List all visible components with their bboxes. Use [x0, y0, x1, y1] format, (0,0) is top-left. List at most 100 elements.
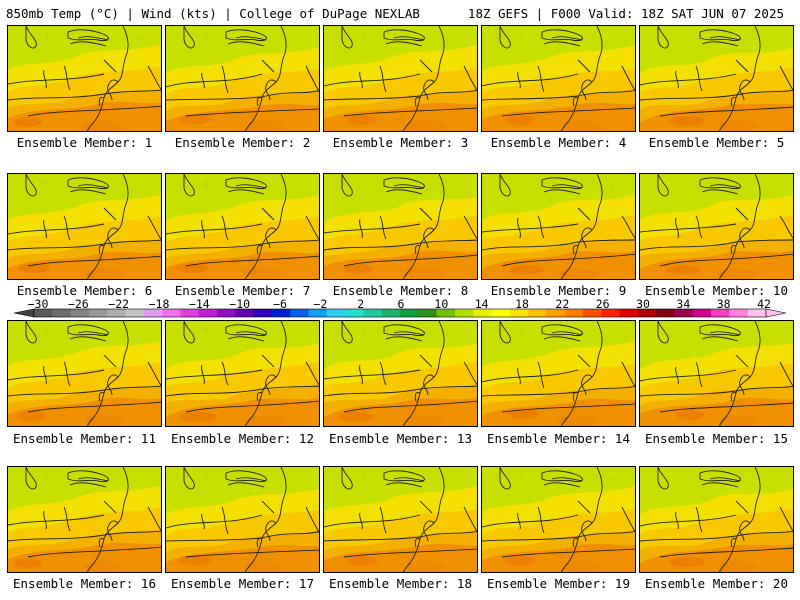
colorbar-swatch — [528, 309, 547, 317]
colorbar-swatch — [637, 309, 657, 317]
colorbar-swatch — [88, 309, 108, 317]
colorbar-swatch — [674, 309, 694, 317]
ensemble-map-panel — [481, 320, 636, 427]
ensemble-map-panel — [639, 320, 794, 427]
colorbar-swatch — [564, 309, 584, 317]
ensemble-map-panel — [7, 320, 162, 427]
colorbar-swatch — [34, 309, 53, 317]
colorbar-tick-label: 22 — [555, 297, 570, 311]
colorbar-tick-label: 14 — [474, 297, 489, 311]
colorbar-swatch — [253, 309, 273, 317]
colorbar-tick-label: 18 — [515, 297, 529, 311]
colorbar-tick-label: −22 — [108, 297, 130, 311]
ensemble-member-label: Ensemble Member: 3 — [332, 135, 469, 150]
ensemble-map-panel — [7, 173, 162, 280]
valid-time-title: 18Z GEFS | F000 Valid: 18Z SAT JUN 07 20… — [467, 6, 784, 21]
colorbar-swatch — [217, 309, 236, 317]
ensemble-member-label: Ensemble Member: 9 — [490, 283, 627, 298]
ensemble-map-panel — [639, 173, 794, 280]
colorbar-tick-label: 42 — [757, 297, 771, 311]
colorbar-swatch — [52, 309, 71, 317]
colorbar-swatch — [381, 309, 401, 317]
ensemble-member-label: Ensemble Member: 11 — [13, 431, 156, 446]
ensemble-map-panel — [481, 466, 636, 573]
colorbar-swatch — [125, 309, 145, 317]
ensemble-member-label: Ensemble Member: 19 — [487, 576, 630, 591]
colorbar-swatch — [747, 309, 767, 317]
ensemble-map-panel — [639, 466, 794, 573]
ensemble-member-label: Ensemble Member: 15 — [645, 431, 788, 446]
ensemble-map-panel — [323, 173, 478, 280]
colorbar-tick-label: −26 — [67, 297, 89, 311]
ensemble-member-label: Ensemble Member: 1 — [16, 135, 153, 150]
colorbar-tick-label: 26 — [595, 297, 610, 311]
colorbar-swatch — [454, 309, 474, 317]
colorbar-tick-label: 38 — [716, 297, 731, 311]
ensemble-member-label: Ensemble Member: 18 — [329, 576, 472, 591]
colorbar-swatch — [271, 309, 291, 317]
ensemble-member-label: Ensemble Member: 14 — [487, 431, 630, 446]
colorbar-swatch — [107, 309, 126, 317]
colorbar-swatch — [70, 309, 90, 317]
colorbar-swatch — [583, 309, 602, 317]
ensemble-member-label: Ensemble Member: 13 — [329, 431, 472, 446]
colorbar-swatch — [711, 309, 730, 317]
ensemble-member-label: Ensemble Member: 2 — [174, 135, 311, 150]
ensemble-map-panel — [323, 25, 478, 132]
colorbar-swatch — [290, 309, 309, 317]
ensemble-map-panel — [481, 25, 636, 132]
map-title: 850mb Temp (°C) | Wind (kts) | College o… — [6, 6, 420, 21]
colorbar-swatch — [308, 309, 328, 317]
colorbar-swatch — [400, 309, 419, 317]
ensemble-member-label: Ensemble Member: 10 — [645, 283, 788, 298]
colorbar-tick-label: −14 — [188, 297, 210, 311]
colorbar-swatch — [509, 309, 529, 317]
ensemble-member-label: Ensemble Member: 4 — [490, 135, 627, 150]
colorbar-tick-label: 30 — [636, 297, 650, 311]
ensemble-map-panel — [639, 25, 794, 132]
ensemble-map-panel — [165, 320, 320, 427]
ensemble-map-panel — [323, 320, 478, 427]
colorbar-right-arrow — [765, 308, 787, 318]
colorbar-swatch — [656, 309, 675, 317]
colorbar-tick-label: −2 — [313, 297, 328, 311]
colorbar-tick-label: 10 — [434, 297, 449, 311]
colorbar-tick-label: −18 — [148, 297, 170, 311]
ensemble-member-label: Ensemble Member: 17 — [171, 576, 314, 591]
ensemble-map-panel — [165, 173, 320, 280]
colorbar-swatch — [491, 309, 511, 317]
colorbar-swatch — [619, 309, 639, 317]
colorbar-swatch — [436, 309, 456, 317]
ensemble-map-panel — [165, 466, 320, 573]
ensemble-member-label: Ensemble Member: 12 — [171, 431, 314, 446]
colorbar-swatch — [180, 309, 200, 317]
colorbar-swatch — [162, 309, 181, 317]
colorbar-tick-label: 34 — [676, 297, 691, 311]
ensemble-map-panel — [323, 466, 478, 573]
colorbar-tick-label: 2 — [357, 297, 365, 311]
colorbar-swatch — [546, 309, 566, 317]
colorbar-swatch — [601, 309, 620, 317]
ensemble-member-label: Ensemble Member: 5 — [648, 135, 785, 150]
colorbar-swatch — [198, 309, 218, 317]
ensemble-member-label: Ensemble Member: 7 — [174, 283, 311, 298]
ensemble-map-panel — [7, 466, 162, 573]
colorbar-swatch — [143, 309, 163, 317]
ensemble-map-panel — [481, 173, 636, 280]
colorbar-swatch — [473, 309, 492, 317]
ensemble-map-panel — [7, 25, 162, 132]
ensemble-map-panel — [165, 25, 320, 132]
colorbar-swatch — [363, 309, 383, 317]
colorbar-swatch — [235, 309, 254, 317]
colorbar-swatch — [326, 309, 346, 317]
ensemble-member-label: Ensemble Member: 20 — [645, 576, 788, 591]
colorbar-swatch — [729, 309, 749, 317]
temperature-colorbar — [13, 308, 787, 318]
colorbar-tick-label: 6 — [397, 297, 405, 311]
colorbar-swatch — [418, 309, 437, 317]
colorbar-tick-label: −10 — [229, 297, 251, 311]
colorbar-tick-label: −30 — [27, 297, 49, 311]
ensemble-member-label: Ensemble Member: 6 — [16, 283, 153, 298]
colorbar-swatch — [692, 309, 712, 317]
colorbar-tick-label: −6 — [273, 297, 287, 311]
